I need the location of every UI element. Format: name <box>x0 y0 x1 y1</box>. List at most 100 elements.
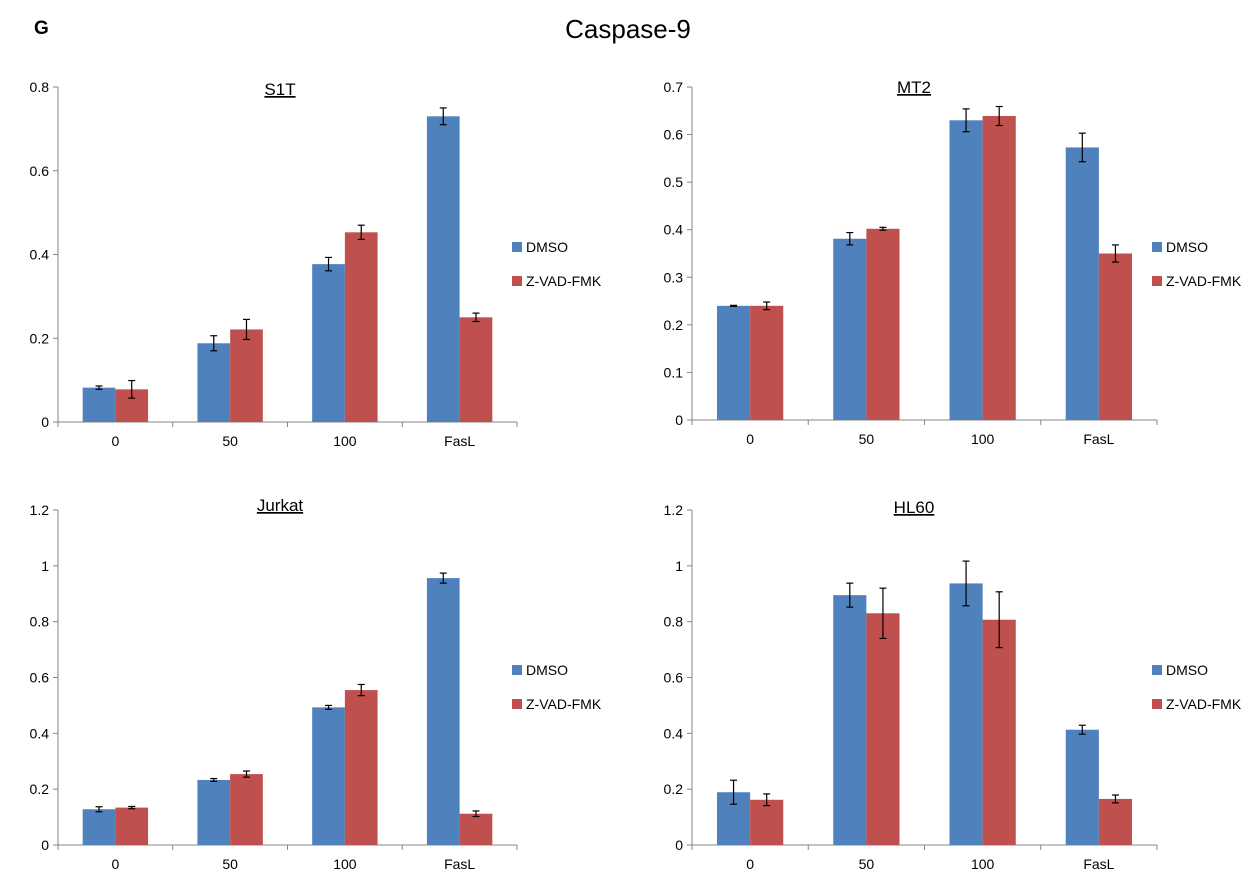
y-tick-label: 0.4 <box>30 725 50 741</box>
bar-dmso-50 <box>197 343 231 422</box>
x-tick-label: 0 <box>111 433 119 449</box>
y-tick-label: 0.3 <box>664 269 684 285</box>
y-tick-label: 0.4 <box>664 222 684 238</box>
bar-dmso-0 <box>82 809 116 845</box>
chart-s1t: 0 0.2 0.4 0.6 0.8 0 50 100 FasL S1T DMSO Z-VAD-FMK <box>30 79 602 449</box>
x-tick-label: 0 <box>111 856 119 872</box>
chart-jurkat: 0 0.2 0.4 0.6 0.8 1 1.2 0 50 100 FasL Jurkat DMSO Z-V… <box>30 496 602 872</box>
bar-z-vad-fmk-100 <box>982 619 1016 845</box>
bar-z-vad-fmk-fasl <box>1098 253 1133 420</box>
y-tick-label: 0.2 <box>664 781 684 797</box>
chart-title: S1T <box>264 80 295 99</box>
x-tick-label: 100 <box>333 433 357 449</box>
y-tick-label: 0.6 <box>664 670 684 686</box>
bar-dmso-fasl <box>1065 729 1099 845</box>
bar-dmso-fasl <box>426 578 460 845</box>
legend: DMSO Z-VAD-FMK <box>1152 239 1242 289</box>
y-tick-label: 0.4 <box>664 725 684 741</box>
y-tick-label: 0 <box>41 414 49 430</box>
bar-z-vad-fmk-100 <box>344 690 378 845</box>
x-tick-label: 100 <box>333 856 357 872</box>
y-tick-label: 0.1 <box>664 364 684 380</box>
bar-dmso-fasl <box>1065 147 1099 420</box>
bar-dmso-fasl <box>426 116 460 422</box>
legend-swatch <box>1152 276 1162 286</box>
y-tick-label: 0.2 <box>30 781 50 797</box>
bar-dmso-0 <box>82 387 116 422</box>
legend-swatch <box>1152 665 1162 675</box>
bar-z-vad-fmk-0 <box>115 807 149 845</box>
bar-z-vad-fmk-50 <box>866 613 900 845</box>
legend-swatch <box>1152 242 1162 252</box>
figure-title: Caspase-9 <box>565 14 691 44</box>
bar-dmso-50 <box>833 238 867 420</box>
bar-z-vad-fmk-50 <box>230 329 263 422</box>
bar-dmso-100 <box>949 583 983 845</box>
y-tick-label: 0 <box>675 412 683 428</box>
legend: DMSO Z-VAD-FMK <box>1152 662 1242 712</box>
y-tick-label: 0 <box>675 837 683 853</box>
x-tick-label: 0 <box>746 856 754 872</box>
y-tick-label: 0.6 <box>30 163 50 179</box>
panel-label: G <box>34 18 49 39</box>
y-tick-label: 1.2 <box>664 502 684 518</box>
legend-swatch <box>512 665 522 675</box>
bar-z-vad-fmk-fasl <box>1098 798 1133 845</box>
legend-label: Z-VAD-FMK <box>526 273 602 289</box>
y-tick-label: 0.6 <box>664 127 684 143</box>
bar-z-vad-fmk-50 <box>230 774 263 845</box>
legend-label: Z-VAD-FMK <box>1166 696 1242 712</box>
x-tick-label: FasL <box>1083 431 1114 447</box>
y-tick-label: 0.4 <box>30 247 50 263</box>
y-tick-label: 1 <box>41 558 49 574</box>
y-tick-label: 0.2 <box>30 330 50 346</box>
x-tick-label: 50 <box>859 431 875 447</box>
y-tick-label: 1 <box>675 558 683 574</box>
legend-label: DMSO <box>1166 662 1208 678</box>
legend-swatch <box>512 242 522 252</box>
legend-label: Z-VAD-FMK <box>1166 273 1242 289</box>
y-tick-label: 1.2 <box>30 502 50 518</box>
x-tick-label: FasL <box>444 433 475 449</box>
y-tick-label: 0.8 <box>664 614 684 630</box>
chart-title: HL60 <box>894 498 935 517</box>
y-tick-label: 0.6 <box>30 670 50 686</box>
legend-swatch <box>512 699 522 709</box>
chart-hl60: 0 0.2 0.4 0.6 0.8 1 1.2 0 50 100 FasL HL60 DMSO Z-VAD… <box>664 498 1242 872</box>
y-tick-label: 0.8 <box>30 614 50 630</box>
bar-dmso-50 <box>833 595 867 845</box>
y-tick-label: 0.7 <box>664 79 684 95</box>
x-tick-label: FasL <box>444 856 475 872</box>
bar-z-vad-fmk-100 <box>344 232 378 422</box>
chart-title: MT2 <box>897 78 931 97</box>
bar-dmso-100 <box>949 120 983 421</box>
y-tick-label: 0.5 <box>664 174 684 190</box>
y-tick-label: 0 <box>41 837 49 853</box>
legend: DMSO Z-VAD-FMK <box>512 662 602 712</box>
x-tick-label: 100 <box>971 431 995 447</box>
x-tick-label: 0 <box>746 431 754 447</box>
x-tick-label: 100 <box>971 856 995 872</box>
bar-z-vad-fmk-0 <box>750 799 784 845</box>
bar-dmso-100 <box>312 264 345 422</box>
bar-z-vad-fmk-fasl <box>459 813 493 845</box>
chart-title: Jurkat <box>257 496 304 515</box>
x-tick-label: 50 <box>859 856 875 872</box>
x-tick-label: 50 <box>222 856 238 872</box>
legend-label: DMSO <box>1166 239 1208 255</box>
bar-z-vad-fmk-0 <box>750 305 784 420</box>
bar-dmso-100 <box>312 707 345 845</box>
bar-z-vad-fmk-100 <box>982 116 1016 421</box>
x-tick-label: FasL <box>1083 856 1114 872</box>
legend-label: DMSO <box>526 662 568 678</box>
legend: DMSO Z-VAD-FMK <box>512 239 602 289</box>
bar-z-vad-fmk-50 <box>866 228 900 420</box>
legend-label: DMSO <box>526 239 568 255</box>
chart-mt2: 0 0.1 0.2 0.3 0.4 0.5 0.6 0.7 0 50 100 FasL MT2 DMSO Z… <box>664 78 1242 447</box>
y-tick-label: 0.2 <box>664 317 684 333</box>
bar-dmso-50 <box>197 779 231 845</box>
legend-swatch <box>512 276 522 286</box>
bar-z-vad-fmk-fasl <box>459 317 493 422</box>
legend-swatch <box>1152 699 1162 709</box>
